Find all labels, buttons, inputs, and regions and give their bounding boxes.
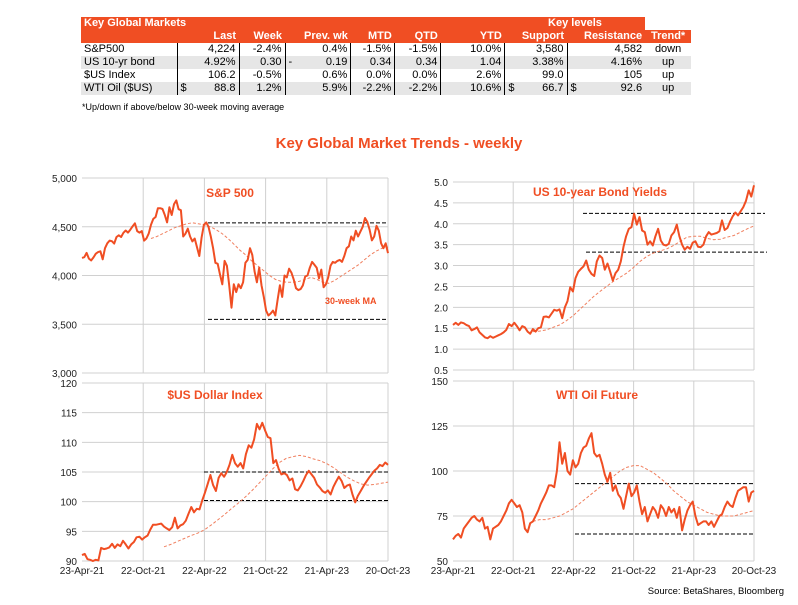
ma-annotation: 30-week MA: [325, 296, 377, 306]
row-name: US 10-yr bond: [81, 56, 177, 69]
y-tick-label: 4.5: [434, 199, 448, 210]
y-tick-label: 120: [60, 379, 77, 390]
col-last: Last: [201, 30, 239, 43]
y-tick-label: 115: [61, 409, 77, 420]
trend-badge: up: [645, 82, 692, 95]
moving-average-line: [163, 454, 389, 548]
row-name: $US Index: [81, 69, 177, 82]
row-name: S&P500: [81, 43, 177, 56]
x-tick-label: 22-Apr-22: [182, 566, 227, 577]
price-line: [81, 199, 389, 317]
x-tick-label: 21-Apr-23: [305, 566, 350, 577]
x-tick-label: 20-Oct-23: [366, 566, 411, 577]
key-global-markets-table: Key Global Markets Key levels Last Week …: [81, 17, 692, 95]
source-note: Source: BetaShares, Bloomberg: [647, 586, 784, 597]
col-trend: Trend*: [645, 30, 692, 43]
x-tick-label: 21-Apr-23: [672, 566, 717, 577]
col-mtd: MTD: [350, 30, 395, 43]
col-resistance: Resistance: [581, 30, 646, 43]
y-tick-label: 95: [66, 527, 78, 538]
key-levels-header: Key levels: [504, 17, 646, 30]
trend-badge: down: [645, 43, 692, 56]
table-footnote: *Up/down if above/below 30-week moving a…: [82, 102, 285, 112]
chart-title: $US Dollar Index: [167, 388, 263, 402]
y-tick-label: 105: [60, 468, 77, 479]
y-tick-label: 3.0: [434, 262, 448, 273]
x-tick-label: 23-Apr-21: [60, 566, 105, 577]
col-qtd: QTD: [394, 30, 441, 43]
chart-title: WTI Oil Future: [556, 388, 638, 402]
moving-average-line: [532, 465, 755, 522]
chart-title: S&P 500: [206, 186, 254, 200]
y-tick-label: 2.5: [434, 282, 448, 293]
col-week: Week: [239, 30, 285, 43]
table-header-row-1: Key Global Markets Key levels: [81, 17, 691, 30]
y-tick-label: 100: [60, 498, 77, 509]
moving-average-line: [532, 225, 755, 333]
y-tick-label: 3,000: [52, 369, 77, 380]
table-row: S&P500 4,224 -2.4% 0.4% -1.5% -1.5% 10.0…: [81, 43, 692, 56]
moving-average-line: [150, 222, 389, 284]
y-tick-label: 1.0: [434, 345, 448, 356]
x-tick-label: 22-Oct-21: [121, 566, 166, 577]
x-tick-label: 21-Oct-22: [243, 566, 288, 577]
y-tick-label: 4,500: [52, 223, 77, 234]
x-tick-label: 22-Oct-21: [491, 566, 536, 577]
col-ytd: YTD: [440, 30, 505, 43]
y-tick-label: 5,000: [52, 174, 77, 185]
price-line: [81, 421, 389, 562]
main-title: Key Global Market Trends - weekly: [275, 135, 523, 152]
y-tick-label: 1.5: [434, 324, 448, 335]
table-row: US 10-yr bond 4.92% 0.30 - 0.19 0.34 0.3…: [81, 56, 692, 69]
y-tick-label: 3.5: [434, 241, 448, 252]
price-line: [452, 185, 755, 340]
y-tick-label: 4.0: [434, 220, 448, 231]
table-title: Key Global Markets: [81, 17, 239, 30]
y-tick-label: 110: [61, 438, 77, 449]
y-tick-label: 4,000: [52, 272, 77, 283]
y-tick-label: 125: [431, 422, 448, 433]
chart-title: US 10-year Bond Yields: [533, 185, 667, 199]
y-tick-label: 0.5: [434, 366, 448, 377]
x-tick-label: 23-Apr-21: [431, 566, 476, 577]
x-tick-label: 22-Apr-22: [551, 566, 596, 577]
y-tick-label: 5.0: [434, 178, 448, 189]
y-tick-label: 150: [431, 377, 448, 388]
y-tick-label: 75: [437, 512, 449, 523]
x-tick-label: 20-Oct-23: [732, 566, 777, 577]
row-name: WTI Oil ($US): [81, 82, 177, 95]
col-support: Support: [518, 30, 567, 43]
trend-badge: up: [645, 56, 692, 69]
table-row: $US Index 106.2 -0.5% 0.6% 0.0% 0.0% 2.6…: [81, 69, 692, 82]
y-tick-label: 50: [437, 557, 449, 568]
table-header-row-2: Last Week Prev. wk MTD QTD YTD Support R…: [81, 30, 692, 43]
price-line: [452, 432, 755, 541]
col-prev-wk: Prev. wk: [301, 30, 351, 43]
y-tick-label: 90: [66, 557, 78, 568]
y-tick-label: 100: [431, 467, 448, 478]
table-row: WTI Oil ($US) $ 88.8 1.2% 5.9% -2.2% -2.…: [81, 82, 692, 95]
trend-badge: up: [645, 69, 692, 82]
y-tick-label: 3,500: [52, 320, 77, 331]
x-tick-label: 21-Oct-22: [611, 566, 656, 577]
y-tick-label: 2.0: [434, 303, 448, 314]
